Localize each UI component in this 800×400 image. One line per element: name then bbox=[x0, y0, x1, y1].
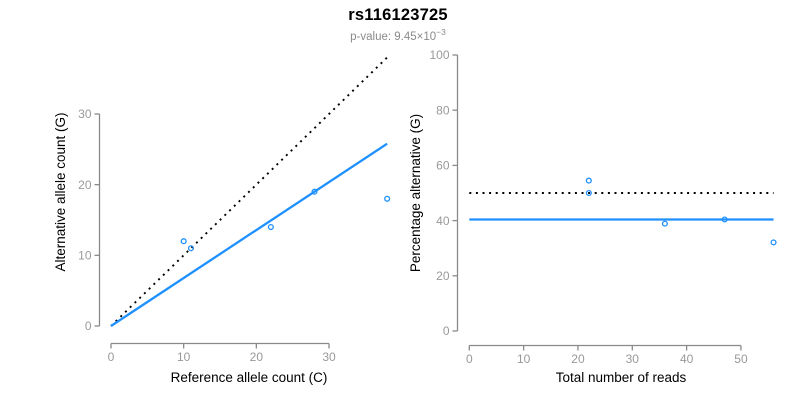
subtitle-exponent: −3 bbox=[436, 27, 446, 37]
y-tick-label: 0 bbox=[85, 319, 92, 333]
y-tick-label: 80 bbox=[436, 103, 450, 117]
data-point bbox=[187, 245, 194, 252]
y-tick-label: 20 bbox=[78, 178, 92, 192]
x-axis-title: Reference allele count (C) bbox=[171, 370, 328, 385]
fit-line bbox=[110, 142, 388, 327]
plot-title: rs116123725 bbox=[348, 6, 448, 24]
data-point bbox=[661, 220, 668, 227]
x-axis-title: Total number of reads bbox=[556, 370, 687, 385]
y-tick-label: 30 bbox=[78, 107, 92, 121]
data-point bbox=[721, 216, 728, 223]
data-point bbox=[311, 188, 318, 195]
x-tick-label: 10 bbox=[177, 350, 191, 364]
y-tick-label: 10 bbox=[78, 249, 92, 263]
x-tick-label: 30 bbox=[322, 350, 336, 364]
x-tick-label: 30 bbox=[626, 352, 640, 366]
y-axis-title: Percentage alternative (G) bbox=[408, 114, 423, 272]
data-point bbox=[585, 189, 592, 197]
data-point bbox=[770, 239, 777, 246]
x-tick-label: 20 bbox=[571, 352, 585, 366]
x-tick-label: 50 bbox=[734, 352, 748, 366]
x-tick-label: 40 bbox=[680, 352, 694, 366]
subtitle-text: p-value: 9.45×10 bbox=[350, 30, 437, 43]
data-point bbox=[180, 238, 187, 245]
data-point bbox=[384, 195, 391, 202]
x-tick-label: 10 bbox=[517, 352, 531, 366]
plot-header: rs116123725 p-value: 9.45×10−3 bbox=[0, 6, 796, 43]
identity-line bbox=[110, 56, 388, 327]
data-point bbox=[585, 177, 592, 184]
y-tick-label: 60 bbox=[436, 159, 450, 173]
y-tick-label: 100 bbox=[429, 48, 449, 62]
y-axis-title: Alternative allele count (G) bbox=[53, 112, 68, 271]
data-point bbox=[267, 224, 274, 231]
x-tick-label: 0 bbox=[466, 352, 473, 366]
x-tick-label: 0 bbox=[108, 350, 115, 364]
y-tick-label: 0 bbox=[443, 324, 450, 338]
x-tick-label: 20 bbox=[250, 350, 264, 364]
y-tick-label: 40 bbox=[436, 214, 450, 228]
y-tick-label: 20 bbox=[436, 269, 450, 283]
plot-subtitle: p-value: 9.45×10−3 bbox=[0, 27, 796, 43]
